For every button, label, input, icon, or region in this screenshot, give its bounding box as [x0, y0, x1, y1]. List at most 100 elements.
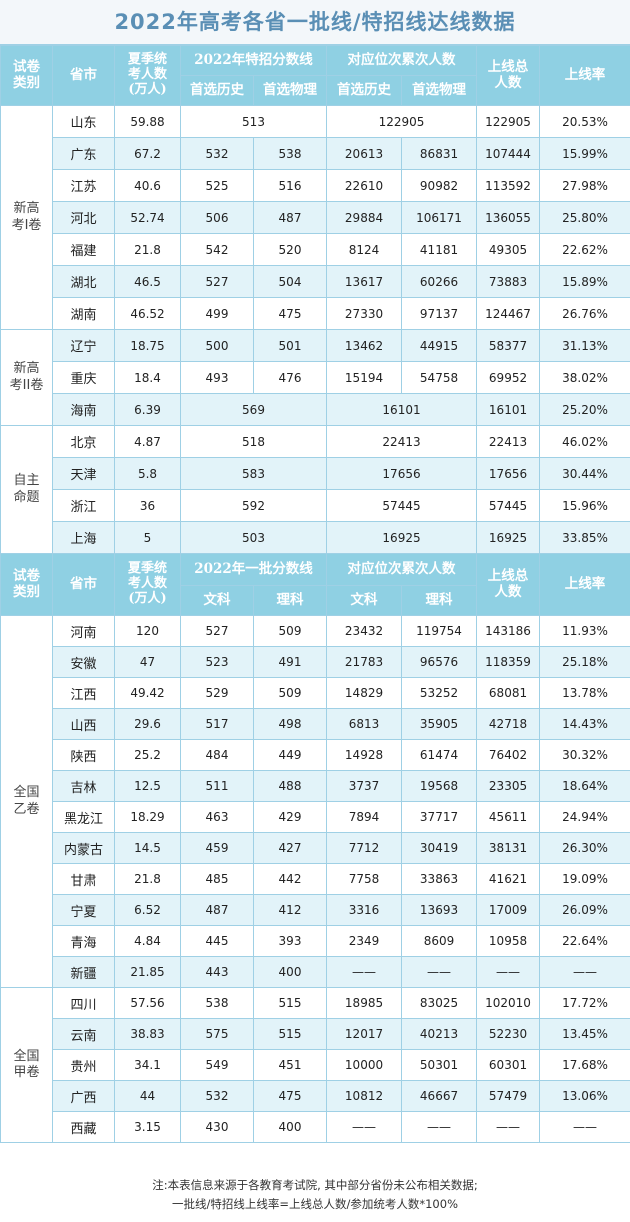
province-cell: 新疆 [53, 957, 115, 988]
table-row: 浙江 36 592 57445 57445 15.96% [1, 490, 630, 522]
score-b-cell: 449 [254, 740, 327, 771]
table-row: 河北 52.74 506 487 29884 106171 136055 25.80% [1, 202, 630, 234]
province-cell: 河北 [53, 202, 115, 234]
students-cell: 12.5 [115, 771, 181, 802]
score-b-cell: 516 [254, 170, 327, 202]
table-row: 广西 44 532 475 10812 46667 57479 13.06% [1, 1081, 630, 1112]
rank-b-cell: 60266 [402, 266, 477, 298]
score-b-cell: 488 [254, 771, 327, 802]
rank-b-cell: 54758 [402, 362, 477, 394]
rate-cell: 26.30% [540, 833, 630, 864]
header-rate: 上线率 [540, 46, 630, 106]
total-cell: 69952 [477, 362, 540, 394]
students-cell: 3.15 [115, 1112, 181, 1143]
province-cell: 广东 [53, 138, 115, 170]
table-row: 重庆 18.4 493 476 15194 54758 69952 38.02% [1, 362, 630, 394]
score-a-cell: 487 [181, 895, 254, 926]
total-cell: 57445 [477, 490, 540, 522]
table-row: 湖北 46.5 527 504 13617 60266 73883 15.89% [1, 266, 630, 298]
total-cell: 118359 [477, 647, 540, 678]
score-b-cell: 442 [254, 864, 327, 895]
rank-b-cell: 8609 [402, 926, 477, 957]
header-row: 试卷 类别 省市 夏季统 考人数 (万人) 2022年特招分数线 对应位次累次人数 上线总… [1, 46, 630, 76]
rank-b-cell: 44915 [402, 330, 477, 362]
table-row: 安徽 47 523 491 21783 96576 118359 25.18% [1, 647, 630, 678]
score-b-cell: 427 [254, 833, 327, 864]
rank-a-cell: 10000 [327, 1050, 402, 1081]
score-b-cell: 476 [254, 362, 327, 394]
province-cell: 江苏 [53, 170, 115, 202]
header-rank-group: 对应位次累次人数 [327, 554, 477, 586]
students-cell: 34.1 [115, 1050, 181, 1081]
table-row: 全国 乙卷 河南 120 527 509 23432 119754 143186 11.93% [1, 616, 630, 647]
score-b-cell: 400 [254, 957, 327, 988]
province-cell: 辽宁 [53, 330, 115, 362]
total-cell: 45611 [477, 802, 540, 833]
score-a-cell: 532 [181, 1081, 254, 1112]
province-cell: 江西 [53, 678, 115, 709]
rank-a-cell: 7712 [327, 833, 402, 864]
rank-b-cell: 97137 [402, 298, 477, 330]
score-b-cell: 400 [254, 1112, 327, 1143]
score-a-cell: 493 [181, 362, 254, 394]
province-cell: 青海 [53, 926, 115, 957]
total-cell: 42718 [477, 709, 540, 740]
header-sub-b: 首选物理 [254, 76, 327, 106]
data-table: 试卷 类别 省市 夏季统 考人数 (万人) 2022年特招分数线 对应位次累次人数 上线总… [0, 45, 630, 1143]
score-b-cell: 475 [254, 1081, 327, 1112]
rate-cell: 22.64% [540, 926, 630, 957]
students-cell: 18.75 [115, 330, 181, 362]
score-b-cell: 538 [254, 138, 327, 170]
header-province: 省市 [53, 46, 115, 106]
header-sub-d: 首选物理 [402, 76, 477, 106]
header-sub-a: 首选历史 [181, 76, 254, 106]
header-category: 试卷 类别 [1, 554, 53, 616]
total-cell: 143186 [477, 616, 540, 647]
category-cell: 新高 考II卷 [1, 330, 53, 426]
rank-a-cell: 2349 [327, 926, 402, 957]
header-sub-d: 理科 [402, 586, 477, 616]
province-cell: 云南 [53, 1019, 115, 1050]
table-row: 宁夏 6.52 487 412 3316 13693 17009 26.09% [1, 895, 630, 926]
students-cell: 29.6 [115, 709, 181, 740]
table-row: 广东 67.2 532 538 20613 86831 107444 15.99% [1, 138, 630, 170]
table-row: 天津 5.8 583 17656 17656 30.44% [1, 458, 630, 490]
students-cell: 18.4 [115, 362, 181, 394]
footnote: 注:本表信息来源于各教育考试院, 其中部分省份未公布相关数据; 一批线/特招线上… [0, 1170, 630, 1222]
header-sub-a: 文科 [181, 586, 254, 616]
rank-b-cell: 35905 [402, 709, 477, 740]
header-students: 夏季统 考人数 (万人) [115, 554, 181, 616]
students-cell: 44 [115, 1081, 181, 1112]
province-cell: 四川 [53, 988, 115, 1019]
table-row: 内蒙古 14.5 459 427 7712 30419 38131 26.30% [1, 833, 630, 864]
rank-a-cell: 12017 [327, 1019, 402, 1050]
score-b-cell: 429 [254, 802, 327, 833]
rank-b-cell: 30419 [402, 833, 477, 864]
total-cell: 102010 [477, 988, 540, 1019]
rank-cell: 16925 [327, 522, 477, 554]
score-a-cell: 523 [181, 647, 254, 678]
rank-a-cell: 13617 [327, 266, 402, 298]
table-row: 贵州 34.1 549 451 10000 50301 60301 17.68% [1, 1050, 630, 1081]
total-cell: —— [477, 1112, 540, 1143]
rank-a-cell: 22610 [327, 170, 402, 202]
score-a-cell: 506 [181, 202, 254, 234]
total-cell: 113592 [477, 170, 540, 202]
header-total: 上线总 人数 [477, 46, 540, 106]
rate-cell: 25.20% [540, 394, 630, 426]
rank-b-cell: 19568 [402, 771, 477, 802]
rate-cell: 31.13% [540, 330, 630, 362]
rank-a-cell: 3316 [327, 895, 402, 926]
students-cell: 52.74 [115, 202, 181, 234]
students-cell: 36 [115, 490, 181, 522]
rate-cell: 17.72% [540, 988, 630, 1019]
table-row: 黑龙江 18.29 463 429 7894 37717 45611 24.94% [1, 802, 630, 833]
rank-b-cell: 41181 [402, 234, 477, 266]
score-cell: 513 [181, 106, 327, 138]
rank-b-cell: 46667 [402, 1081, 477, 1112]
total-cell: 22413 [477, 426, 540, 458]
total-cell: 107444 [477, 138, 540, 170]
students-cell: 46.52 [115, 298, 181, 330]
rank-a-cell: 21783 [327, 647, 402, 678]
province-cell: 陕西 [53, 740, 115, 771]
